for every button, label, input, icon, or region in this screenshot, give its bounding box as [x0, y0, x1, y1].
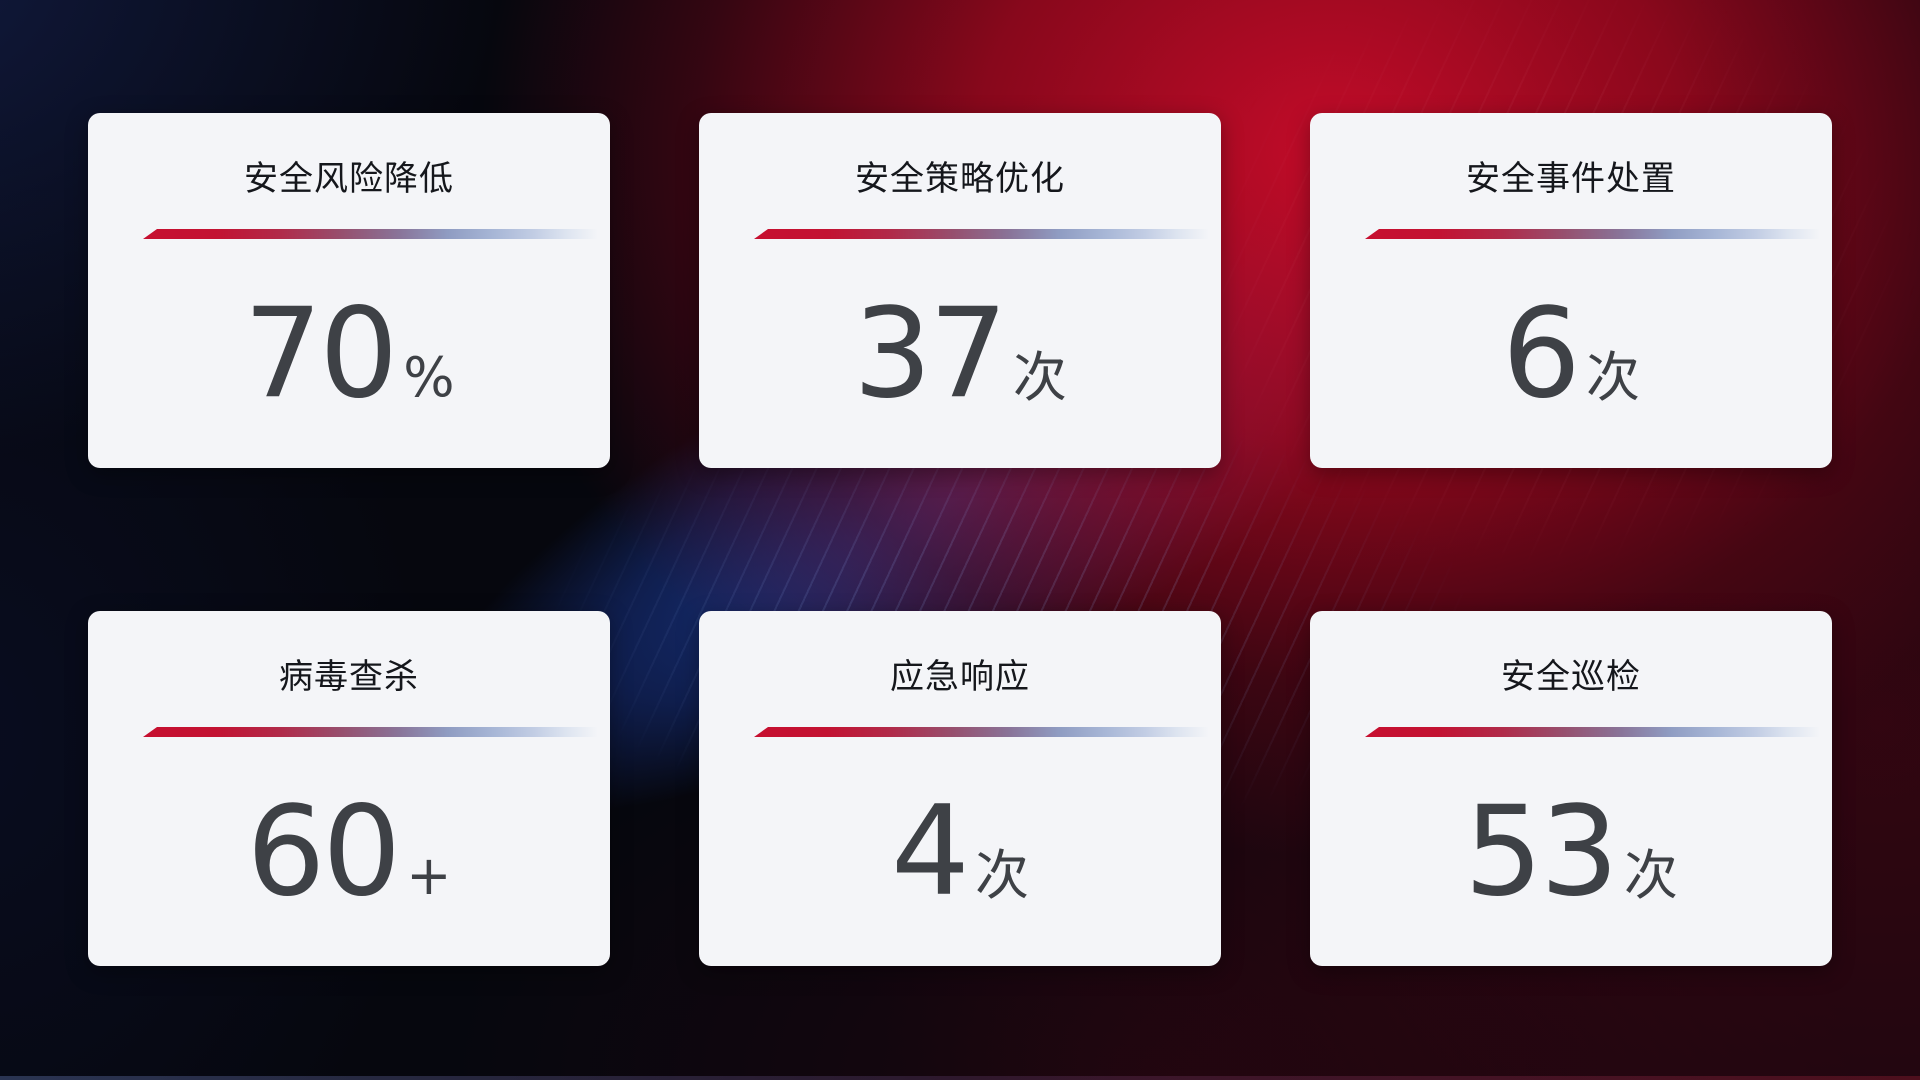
stat-card-emergency-response: 应急响应 4 次 [699, 611, 1221, 966]
card-unit: 次 [1012, 345, 1067, 409]
value-inner: 53 次 [1464, 780, 1678, 924]
card-title: 病毒查杀 [279, 658, 419, 696]
card-value: 37 [853, 281, 1008, 426]
card-title: 安全风险降低 [244, 160, 454, 198]
card-unit: + [406, 843, 452, 907]
value-row: 70 % [88, 239, 610, 468]
stat-card-virus-scan: 病毒查杀 60 + [88, 611, 610, 966]
value-inner: 4 次 [891, 780, 1029, 924]
value-row: 6 次 [1310, 239, 1832, 468]
card-value: 70 [243, 281, 398, 426]
accent-line [143, 229, 598, 239]
value-inner: 6 次 [1502, 282, 1640, 426]
card-value: 6 [1502, 281, 1581, 426]
stat-card-incident-handling: 安全事件处置 6 次 [1310, 113, 1832, 468]
value-row: 53 次 [1310, 737, 1832, 966]
card-value: 4 [891, 779, 970, 924]
value-row: 4 次 [699, 737, 1221, 966]
card-title: 安全策略优化 [855, 160, 1065, 198]
value-inner: 60 + [246, 780, 451, 924]
card-title: 安全巡检 [1501, 658, 1641, 696]
stat-card-policy-optimization: 安全策略优化 37 次 [699, 113, 1221, 468]
background-bottom-edge-line [0, 1076, 1920, 1080]
card-value: 60 [246, 779, 401, 924]
accent-line [1365, 229, 1820, 239]
accent-line [1365, 727, 1820, 737]
card-unit: % [403, 345, 455, 409]
card-title: 安全事件处置 [1466, 160, 1676, 198]
accent-line [754, 229, 1209, 239]
accent-line [143, 727, 598, 737]
card-value: 53 [1464, 779, 1619, 924]
value-inner: 37 次 [853, 282, 1067, 426]
card-unit: 次 [1585, 345, 1640, 409]
value-row: 37 次 [699, 239, 1221, 468]
value-inner: 70 % [243, 282, 454, 426]
value-row: 60 + [88, 737, 610, 966]
card-title: 应急响应 [890, 658, 1030, 696]
card-unit: 次 [974, 843, 1029, 907]
accent-line [754, 727, 1209, 737]
card-unit: 次 [1623, 843, 1678, 907]
stat-card-security-inspection: 安全巡检 53 次 [1310, 611, 1832, 966]
stat-card-risk-reduction: 安全风险降低 70 % [88, 113, 610, 468]
